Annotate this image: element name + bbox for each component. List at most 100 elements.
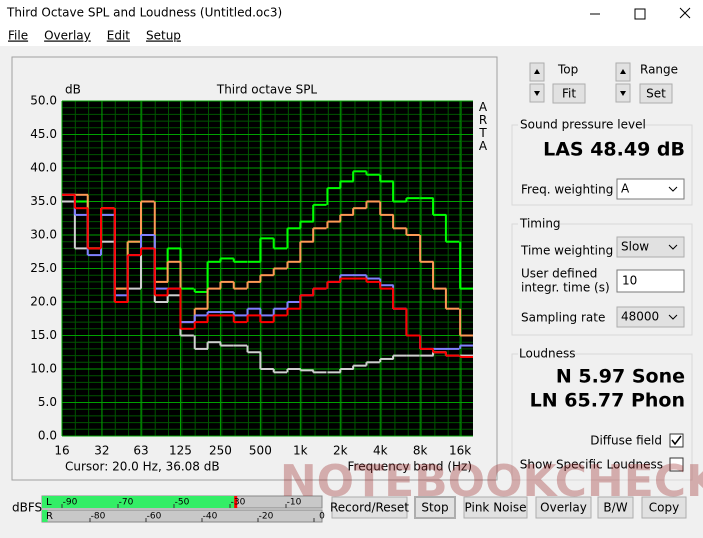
menu-item[interactable]: File [8, 29, 28, 43]
set-button[interactable] [639, 83, 673, 104]
specific-label: Show Specific Loudness [520, 458, 663, 472]
integr-input[interactable] [616, 269, 685, 293]
meter-scale-label: -40 [203, 512, 218, 522]
weighting-value: A [621, 182, 630, 196]
specific-checkbox[interactable] [669, 457, 684, 472]
time-weighting-label: Time weighting [520, 244, 613, 258]
button-label: Overlay [540, 501, 587, 515]
watermark: NOTEBOOKCHECK [280, 456, 703, 507]
time-weighting-value: Slow [621, 240, 649, 254]
x-tick-label: 4k [373, 444, 388, 458]
spl-group-label: Sound pressure level [520, 118, 646, 132]
x-tick-label: 16k [449, 444, 471, 458]
meter-track [41, 509, 323, 523]
set-label: Set [646, 87, 666, 101]
diffuse-label: Diffuse field [590, 434, 662, 448]
y-tick-label: 5.0 [38, 395, 57, 409]
meter-scale-label: -80 [91, 512, 106, 522]
meter-scale-label: -60 [147, 512, 162, 522]
y-tick-label: 20.0 [30, 295, 57, 309]
button[interactable] [331, 496, 408, 519]
buttons: Record/Reset Stop Pink Noise Overlay B/W Copy [330, 496, 687, 519]
close[interactable] [679, 7, 691, 19]
meter-scale-label: -10 [287, 498, 302, 508]
y-tick-label: 50.0 [30, 94, 57, 108]
y-tick-label: 0.0 [38, 429, 57, 443]
x-tick-label: 32 [94, 444, 109, 458]
button[interactable] [597, 496, 634, 519]
top-label: Top [557, 63, 578, 77]
y-tick-label: 10.0 [30, 362, 57, 376]
x-tick-label: 16 [54, 444, 69, 458]
sone-reading: N 5.97 Sone [556, 366, 685, 388]
y-tick-label: 45.0 [30, 127, 57, 141]
meter-scale-label: -20 [259, 512, 274, 522]
rate-label: Sampling rate [521, 311, 605, 325]
x-tick-label: 500 [249, 444, 272, 458]
menu-item[interactable]: Edit [107, 29, 131, 43]
meter-scale-label: -90 [63, 498, 78, 508]
phon-reading: LN 65.77 Phon [530, 390, 685, 412]
y-tick-label: 15.0 [30, 328, 57, 342]
rate-value: 48000 [621, 310, 659, 324]
rate-select[interactable] [616, 306, 685, 328]
button-label: Pink Noise [465, 501, 527, 515]
meter-scale-label: -70 [119, 498, 134, 508]
maximize[interactable] [634, 8, 646, 20]
x-tick-label: 63 [133, 444, 148, 458]
menu-bar [0, 28, 703, 46]
meter-level [42, 496, 236, 508]
plot-title: Third octave SPL [216, 83, 318, 97]
title-bar [0, 0, 703, 28]
step-connector [73, 194, 462, 357]
timing-group [511, 223, 693, 336]
button-label: Record/Reset [330, 501, 409, 515]
button[interactable] [535, 496, 592, 519]
meter-level [42, 510, 48, 522]
button[interactable] [414, 496, 456, 519]
button[interactable] [641, 496, 687, 519]
meter-scale-label: 0 [319, 512, 325, 522]
menu-item[interactable]: Setup [146, 29, 181, 43]
spl-reading: LAS 48.49 dB [543, 139, 685, 161]
weighting-select[interactable] [616, 178, 685, 200]
loudness-group-label: Loudness [519, 347, 576, 361]
plot: 0.0 5.0 10.0 15.0 20.0 25.0 30.0 35.0 40.0 45.0 50… [30, 94, 488, 458]
cursor: Cursor: 20.0 Hz, 36.08 dB [65, 460, 220, 474]
button-label: Stop [421, 501, 448, 515]
y-tick-label: 30.0 [30, 228, 57, 242]
meter-label: dBFS [12, 501, 42, 515]
meter-scale-label: -30 [231, 498, 246, 508]
timing-group-label: Timing [519, 217, 561, 231]
x-tick-label: 8k [413, 444, 428, 458]
range-label: Range [640, 63, 678, 77]
y-unit: dB [65, 83, 81, 97]
level-meter: L -90 -70 -50 -30 -10 R -80 -60 -40 -20 0 [41, 495, 325, 523]
x-tick-label: 1k [293, 444, 308, 458]
time-weighting-select[interactable] [616, 236, 685, 258]
meter-scale-label: -50 [175, 498, 190, 508]
weighting-label: Freq. weighting [521, 183, 613, 197]
menu: File Overlay Edit Setup [8, 29, 181, 43]
meter-peak [234, 496, 238, 508]
integr-label: User defined [521, 267, 597, 281]
fit-label: Fit [562, 87, 576, 101]
x-label: Frequency band (Hz) [348, 460, 473, 474]
y-tick-label: 25.0 [30, 261, 57, 275]
x-tick-label: 250 [209, 444, 232, 458]
y-tick-label: 35.0 [30, 194, 57, 208]
meter-channel: R [46, 511, 53, 522]
menu-item[interactable]: Overlay [44, 29, 91, 43]
button-label: Copy [649, 501, 679, 515]
integr-label: integr. time (s) [521, 281, 610, 295]
window-title: Third Octave SPL and Loudness (Untitled.… [6, 6, 282, 20]
x-tick-label: 125 [169, 444, 192, 458]
button-label: B/W [603, 501, 627, 515]
button[interactable] [463, 496, 528, 519]
loudness-group [511, 353, 693, 481]
x-tick-label: 2k [333, 444, 348, 458]
fit-button[interactable] [552, 83, 586, 104]
integr-value: 10 [622, 274, 637, 288]
